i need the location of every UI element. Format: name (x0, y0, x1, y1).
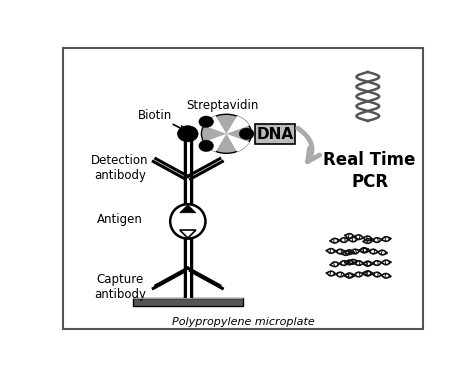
Text: Antigen: Antigen (97, 213, 143, 226)
Circle shape (201, 114, 251, 153)
Circle shape (239, 128, 254, 140)
Wedge shape (227, 116, 249, 134)
Wedge shape (227, 134, 249, 152)
Circle shape (199, 116, 213, 128)
Wedge shape (203, 116, 227, 134)
Text: Real Time
PCR: Real Time PCR (323, 151, 416, 191)
Text: Streptavidin: Streptavidin (187, 99, 259, 112)
Wedge shape (203, 134, 227, 152)
Bar (133, 298, 243, 306)
Ellipse shape (170, 204, 205, 239)
Circle shape (181, 128, 197, 140)
Text: Polypropylene microplate: Polypropylene microplate (172, 317, 314, 327)
Text: Detection
antibody: Detection antibody (91, 154, 149, 182)
FancyBboxPatch shape (255, 124, 295, 144)
Bar (133, 298, 243, 299)
Text: DNA: DNA (257, 126, 294, 142)
Circle shape (178, 126, 198, 142)
Circle shape (199, 140, 213, 151)
Text: Biotin: Biotin (137, 109, 185, 130)
Polygon shape (180, 230, 196, 238)
FancyArrowPatch shape (298, 128, 319, 162)
Text: Capture
antibody: Capture antibody (94, 273, 146, 301)
Polygon shape (180, 205, 196, 213)
